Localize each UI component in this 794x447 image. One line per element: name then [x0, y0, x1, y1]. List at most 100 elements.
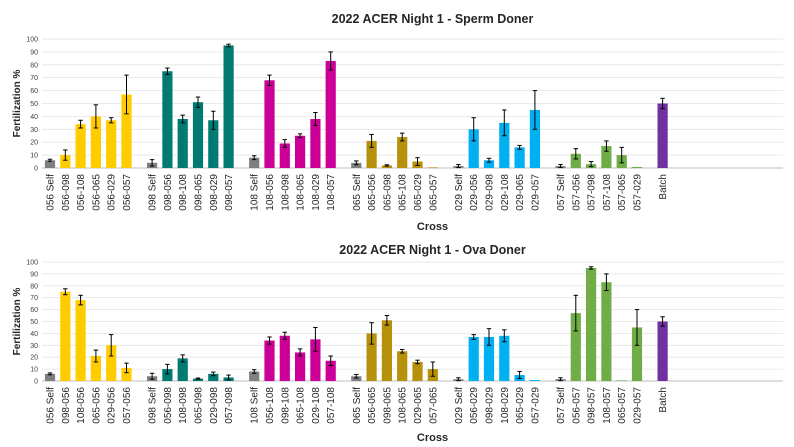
- x-tick-label: 057-098: [587, 174, 598, 211]
- y-tick-label: 50: [30, 101, 38, 108]
- x-axis-label: Cross: [417, 221, 448, 233]
- bar: [397, 137, 408, 168]
- bar: [381, 320, 392, 381]
- y-tick-label: 60: [30, 307, 38, 314]
- bar: [468, 129, 479, 168]
- y-tick-label: 40: [30, 114, 38, 121]
- x-tick-label: 065-108: [296, 387, 307, 424]
- y-tick-label: 30: [30, 343, 38, 350]
- x-tick-label: 056-065: [91, 174, 102, 211]
- x-tick-label: 108-065: [296, 174, 307, 211]
- x-tick-label: 065-098: [194, 387, 205, 424]
- bar: [631, 327, 643, 381]
- x-tick-label: 108-056: [265, 174, 276, 211]
- x-tick-label: 029-065: [515, 174, 526, 211]
- chart-title: 2022 ACER Night 1 - Ova Doner: [339, 243, 526, 257]
- y-tick-label: 90: [30, 271, 38, 278]
- bar: [279, 335, 290, 381]
- y-tick-label: 20: [30, 140, 38, 147]
- y-tick-label: 100: [26, 37, 38, 44]
- x-tick-label: 057-029: [633, 174, 644, 211]
- bar: [310, 339, 321, 381]
- chart-sperm-doner: 2022 ACER Night 1 - Sperm Doner Fertiliza…: [12, 12, 783, 233]
- x-tick-label: 098-065: [382, 387, 393, 424]
- x-tick-label: 098-065: [194, 174, 205, 211]
- bar: [397, 351, 408, 381]
- y-tick-label: 20: [30, 355, 38, 362]
- x-tick-label: 029-108: [500, 174, 511, 211]
- x-tick-label: 057-056: [122, 387, 133, 424]
- x-tick-label: 098-108: [280, 387, 291, 424]
- x-tick-label: 056-065: [367, 387, 378, 424]
- x-tick-label: 056-108: [76, 174, 87, 211]
- bar: [208, 373, 219, 381]
- x-tick-label: 057 Self: [556, 387, 567, 424]
- bar: [631, 166, 643, 168]
- bar: [657, 321, 668, 381]
- chart-ova-doner: 2022 ACER Night 1 - Ova Doner Fertilizati…: [12, 243, 783, 444]
- bar: [529, 109, 540, 168]
- x-tick-label: 065-056: [91, 387, 102, 424]
- x-tick-label: 056-029: [107, 174, 118, 211]
- bar: [192, 378, 204, 381]
- y-tick-label: 0: [34, 379, 38, 386]
- y-tick-label: 70: [30, 75, 38, 82]
- x-tick-label: Batch: [658, 387, 669, 413]
- x-axis-label: Cross: [417, 432, 448, 444]
- bar: [468, 336, 479, 381]
- x-tick-label: 065-056: [367, 174, 378, 211]
- bar: [75, 300, 86, 381]
- x-tick-label: 056-057: [122, 174, 133, 211]
- bar: [90, 116, 101, 168]
- bar: [162, 369, 173, 381]
- bar: [177, 358, 188, 381]
- bar: [106, 120, 117, 168]
- bar: [75, 124, 86, 168]
- y-tick-label: 10: [30, 153, 38, 160]
- x-tick-label: 056-057: [571, 387, 582, 424]
- bar: [223, 45, 234, 169]
- bar: [499, 122, 510, 168]
- y-tick-label: 0: [34, 166, 38, 173]
- bar: [106, 345, 117, 381]
- x-tick-label: 056-098: [163, 387, 174, 424]
- x-tick-label: 065 Self: [352, 387, 363, 424]
- x-tick-label: 057-065: [617, 174, 628, 211]
- bar: [483, 160, 495, 168]
- bar: [162, 71, 173, 168]
- x-tick-label: 098-029: [485, 387, 496, 424]
- x-tick-label: 108-065: [398, 387, 409, 424]
- bar: [499, 335, 510, 381]
- x-tick-label: 029-056: [107, 387, 118, 424]
- x-tick-label: 098-057: [224, 174, 235, 211]
- bar: [249, 371, 260, 381]
- bar: [310, 118, 321, 168]
- bar: [529, 380, 540, 381]
- x-tick-label: 029-056: [469, 174, 480, 211]
- x-tick-label: 098-029: [209, 174, 220, 211]
- x-tick-label: 098 Self: [148, 387, 159, 424]
- x-tick-label: 029-098: [485, 174, 496, 211]
- bar: [90, 356, 101, 381]
- x-tick-label: 057-108: [326, 387, 337, 424]
- x-tick-label: 057-108: [602, 174, 613, 211]
- x-tick-label: 098-057: [587, 387, 598, 424]
- x-tick-label: 065-108: [398, 174, 409, 211]
- x-tick-label: 098-056: [163, 174, 174, 211]
- x-tick-label: 029 Self: [454, 387, 465, 424]
- x-tick-label: 029-057: [633, 387, 644, 424]
- bar: [279, 143, 290, 168]
- x-tick-label: 056 Self: [46, 387, 57, 424]
- x-tick-label: 056-098: [61, 174, 72, 211]
- x-tick-label: 029 Self: [454, 174, 465, 211]
- bar: [44, 373, 56, 381]
- x-tick-label: 108 Self: [250, 387, 261, 424]
- x-tick-label: 108-057: [602, 387, 613, 424]
- x-tick-label: 098-108: [178, 174, 189, 211]
- x-tick-label: 057-029: [530, 387, 541, 424]
- bar: [351, 376, 362, 381]
- chart-title: 2022 ACER Night 1 - Sperm Doner: [332, 12, 534, 26]
- bar: [192, 102, 204, 168]
- bar: [264, 80, 275, 168]
- bar: [570, 313, 581, 381]
